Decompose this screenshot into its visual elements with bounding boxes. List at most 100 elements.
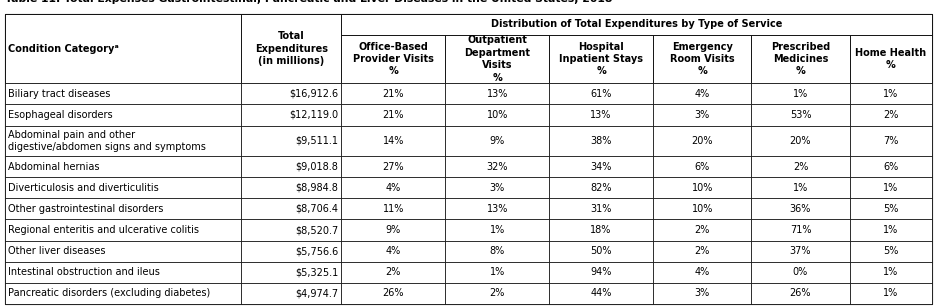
Text: 4%: 4%: [695, 89, 710, 99]
Text: 32%: 32%: [486, 162, 508, 172]
Bar: [341, 262, 445, 283]
Text: 4%: 4%: [695, 267, 710, 277]
Text: 1%: 1%: [490, 225, 505, 235]
Text: 8%: 8%: [490, 246, 505, 256]
Text: 2%: 2%: [695, 246, 710, 256]
Bar: [549, 104, 653, 126]
Bar: [241, 14, 341, 83]
Text: Abdominal pain and other
digestive/abdomen signs and symptoms: Abdominal pain and other digestive/abdom…: [8, 130, 207, 152]
Text: 38%: 38%: [590, 136, 611, 146]
Bar: [850, 283, 932, 304]
Bar: [5, 241, 241, 262]
Text: 3%: 3%: [490, 183, 505, 193]
Bar: [752, 104, 850, 126]
Text: Esophageal disorders: Esophageal disorders: [8, 110, 113, 120]
Text: 6%: 6%: [884, 162, 899, 172]
Bar: [850, 262, 932, 283]
Text: 2%: 2%: [793, 162, 808, 172]
Text: 1%: 1%: [884, 288, 899, 298]
Text: 1%: 1%: [884, 225, 899, 235]
Text: 20%: 20%: [691, 136, 712, 146]
Bar: [653, 126, 752, 156]
Text: 26%: 26%: [790, 288, 812, 298]
Text: Home Health
%: Home Health %: [856, 48, 927, 70]
Bar: [5, 14, 241, 83]
Bar: [445, 177, 549, 198]
Text: 82%: 82%: [590, 183, 611, 193]
Bar: [850, 220, 932, 241]
Bar: [341, 220, 445, 241]
Bar: [653, 283, 752, 304]
Text: 9%: 9%: [385, 225, 401, 235]
Bar: [653, 83, 752, 104]
Text: 3%: 3%: [695, 110, 710, 120]
Bar: [341, 83, 445, 104]
Bar: [549, 177, 653, 198]
Bar: [341, 104, 445, 126]
Text: Intestinal obstruction and ileus: Intestinal obstruction and ileus: [8, 267, 160, 277]
Bar: [445, 283, 549, 304]
Text: 2%: 2%: [695, 225, 710, 235]
Bar: [752, 156, 850, 177]
Bar: [341, 126, 445, 156]
Text: 1%: 1%: [884, 89, 899, 99]
Bar: [752, 35, 850, 83]
Bar: [653, 104, 752, 126]
Bar: [445, 126, 549, 156]
Bar: [850, 104, 932, 126]
Bar: [241, 262, 341, 283]
Text: Distribution of Total Expenditures by Type of Service: Distribution of Total Expenditures by Ty…: [491, 19, 783, 29]
Text: 36%: 36%: [790, 204, 812, 214]
Text: 53%: 53%: [790, 110, 812, 120]
Text: Regional enteritis and ulcerative colitis: Regional enteritis and ulcerative coliti…: [8, 225, 199, 235]
Bar: [752, 198, 850, 220]
Bar: [241, 283, 341, 304]
Text: $8,984.8: $8,984.8: [295, 183, 338, 193]
Text: Other liver diseases: Other liver diseases: [8, 246, 106, 256]
Text: $4,974.7: $4,974.7: [295, 288, 338, 298]
Bar: [549, 283, 653, 304]
Text: 1%: 1%: [490, 267, 505, 277]
Text: 9%: 9%: [490, 136, 505, 146]
Text: 18%: 18%: [590, 225, 611, 235]
Text: 13%: 13%: [486, 204, 508, 214]
Text: Pancreatic disorders (excluding diabetes): Pancreatic disorders (excluding diabetes…: [8, 288, 210, 298]
Text: 10%: 10%: [486, 110, 508, 120]
Bar: [445, 198, 549, 220]
Text: 34%: 34%: [590, 162, 611, 172]
Bar: [752, 177, 850, 198]
Bar: [341, 283, 445, 304]
Text: Other gastrointestinal disorders: Other gastrointestinal disorders: [8, 204, 164, 214]
Bar: [341, 14, 932, 35]
Bar: [341, 156, 445, 177]
Bar: [5, 198, 241, 220]
Text: Abdominal hernias: Abdominal hernias: [8, 162, 100, 172]
Text: 44%: 44%: [590, 288, 611, 298]
Bar: [445, 156, 549, 177]
Bar: [653, 198, 752, 220]
Bar: [241, 104, 341, 126]
Text: 10%: 10%: [692, 204, 712, 214]
Bar: [549, 241, 653, 262]
Bar: [850, 241, 932, 262]
Bar: [341, 35, 445, 83]
Bar: [549, 156, 653, 177]
Bar: [5, 104, 241, 126]
Bar: [752, 220, 850, 241]
Text: 6%: 6%: [695, 162, 710, 172]
Text: 26%: 26%: [382, 288, 404, 298]
Bar: [241, 177, 341, 198]
Text: 20%: 20%: [790, 136, 812, 146]
Text: 10%: 10%: [692, 183, 712, 193]
Bar: [241, 198, 341, 220]
Text: 1%: 1%: [884, 267, 899, 277]
Bar: [445, 262, 549, 283]
Text: 13%: 13%: [590, 110, 611, 120]
Bar: [241, 156, 341, 177]
Text: Emergency
Room Visits
%: Emergency Room Visits %: [669, 41, 735, 76]
Text: Table 11. Total Expenses Gastrointestinal, Pancreatic and Liver Diseases in the : Table 11. Total Expenses Gastrointestina…: [5, 0, 612, 4]
Bar: [241, 220, 341, 241]
Text: 11%: 11%: [382, 204, 404, 214]
Bar: [850, 198, 932, 220]
Text: Office-Based
Provider Visits
%: Office-Based Provider Visits %: [352, 41, 434, 76]
